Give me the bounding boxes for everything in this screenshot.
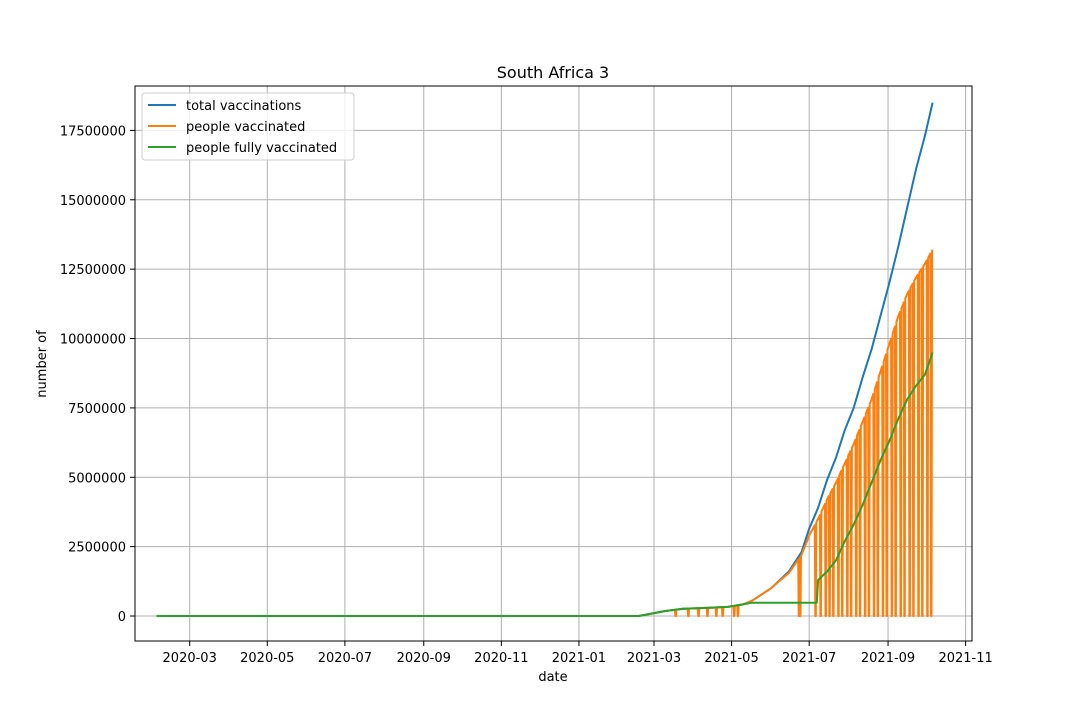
x-tick-label: 2021-07 bbox=[782, 651, 836, 666]
legend-label-people-fully-vaccinated: people fully vaccinated bbox=[186, 141, 337, 156]
x-tick-label: 2021-01 bbox=[552, 651, 606, 666]
plot-frame bbox=[134, 85, 973, 642]
x-tick-label: 2020-09 bbox=[397, 651, 451, 666]
legend-frame bbox=[141, 92, 355, 161]
x-tick-label: 2021-03 bbox=[627, 651, 681, 666]
series-lines bbox=[156, 102, 934, 617]
legend: total vaccinations people vaccinated peo… bbox=[141, 92, 355, 161]
x-tick-label: 2021-09 bbox=[861, 651, 915, 666]
y-tick-label: 5000000 bbox=[68, 471, 126, 486]
y-tick-label: 17500000 bbox=[60, 124, 126, 139]
x-axis: 2020-03 2020-05 2020-07 2020-09 2020-11 2021-… bbox=[163, 641, 993, 666]
y-axis-label: number of bbox=[35, 330, 50, 398]
legend-label-total-vaccinations: total vaccinations bbox=[186, 99, 302, 114]
x-tick-label: 2020-07 bbox=[318, 651, 372, 666]
x-tick-label: 2021-11 bbox=[938, 651, 992, 666]
x-tick-label: 2021-05 bbox=[704, 651, 758, 666]
x-tick-label: 2020-05 bbox=[240, 651, 294, 666]
y-tick-label: 0 bbox=[118, 610, 126, 625]
x-tick-label: 2020-11 bbox=[474, 651, 528, 666]
y-axis: 0 2500000 5000000 7500000 10000000 12500000 15… bbox=[60, 124, 135, 625]
y-tick-label: 2500000 bbox=[68, 541, 126, 556]
x-tick-label: 2020-03 bbox=[163, 651, 217, 666]
series-line-people-fully-vaccinated bbox=[156, 352, 934, 617]
x-axis-label: date bbox=[538, 670, 567, 685]
y-tick-label: 10000000 bbox=[60, 333, 126, 348]
y-tick-label: 7500000 bbox=[68, 402, 126, 417]
y-tick-label: 12500000 bbox=[60, 263, 126, 278]
legend-label-people-vaccinated: people vaccinated bbox=[186, 120, 305, 135]
chart-title: South Africa 3 bbox=[497, 63, 609, 82]
y-tick-label: 15000000 bbox=[60, 194, 126, 209]
